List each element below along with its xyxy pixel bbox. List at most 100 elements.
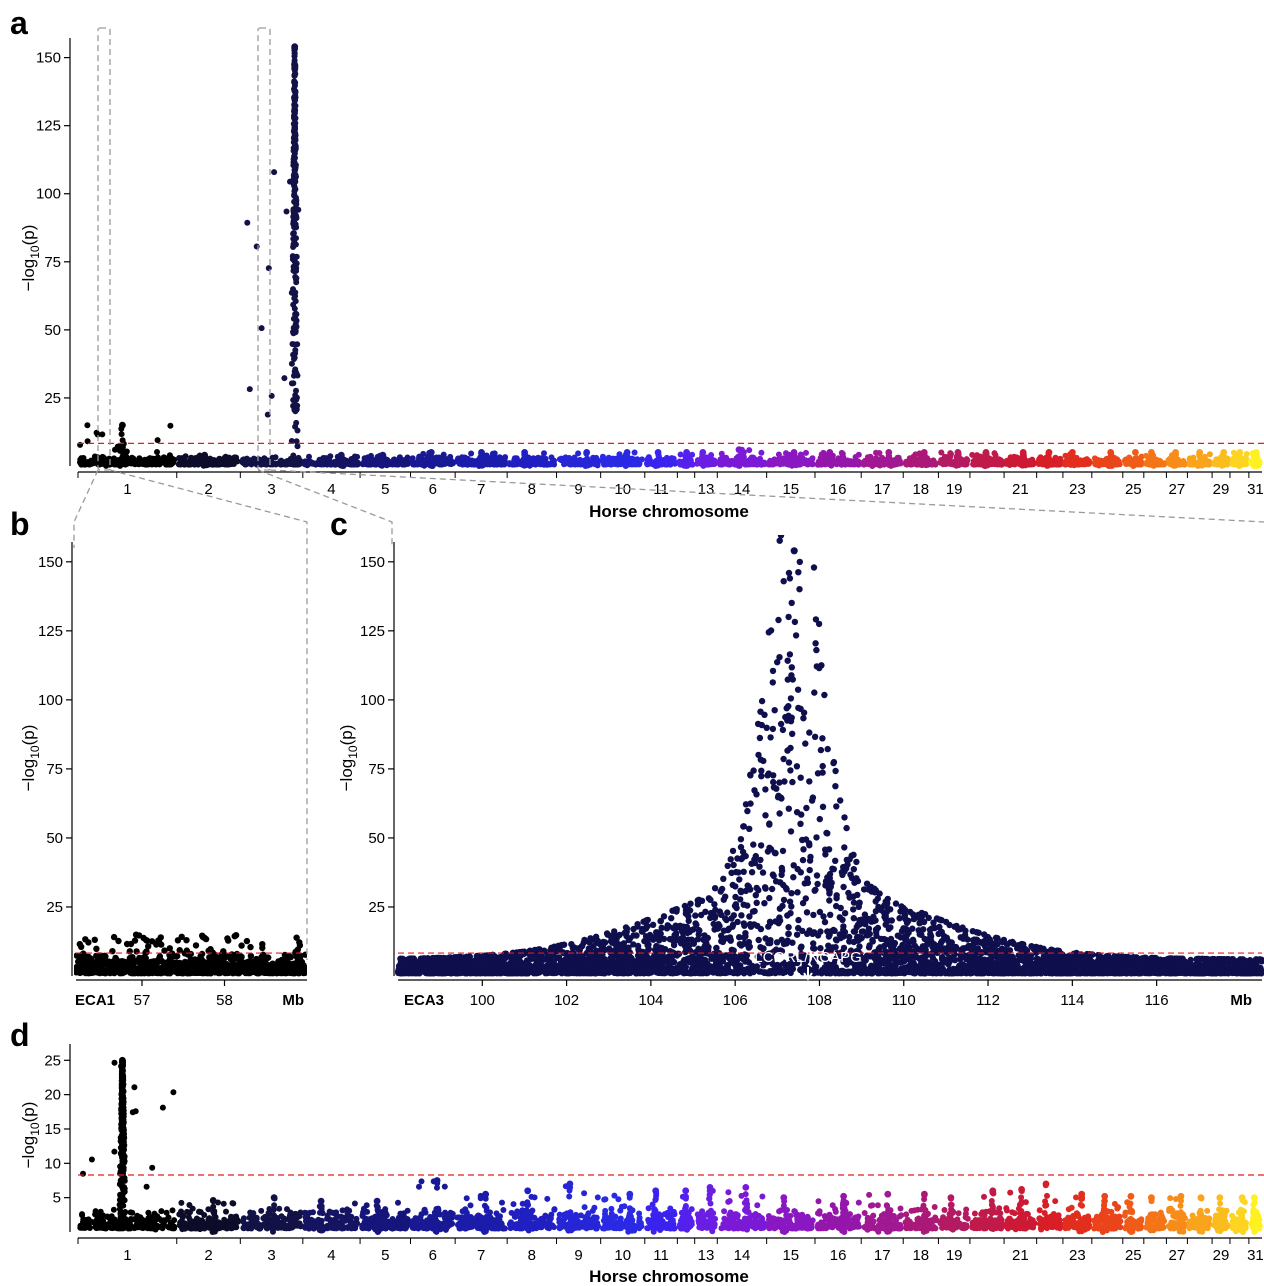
- point: [1013, 458, 1020, 465]
- point: [221, 454, 228, 461]
- point: [115, 937, 122, 945]
- point: [258, 954, 265, 961]
- point: [296, 939, 303, 946]
- point: [282, 960, 289, 967]
- point: [250, 968, 258, 975]
- chromosome-4-points: [301, 451, 361, 469]
- point: [140, 967, 147, 974]
- point: [85, 939, 92, 946]
- point: [844, 460, 851, 467]
- point: [758, 449, 765, 456]
- peak-point: [1196, 449, 1204, 456]
- point: [410, 460, 416, 467]
- point: [818, 461, 825, 468]
- point: [810, 911, 817, 919]
- point: [291, 970, 298, 977]
- point: [541, 450, 547, 457]
- point: [291, 212, 298, 219]
- point: [1171, 459, 1178, 465]
- chromosome-3-points: [239, 43, 304, 468]
- point: [289, 341, 296, 347]
- point: [689, 451, 696, 458]
- point: [183, 937, 190, 944]
- point: [1196, 459, 1203, 466]
- point: [78, 943, 85, 950]
- point: [855, 451, 862, 458]
- point: [683, 458, 690, 464]
- point: [1092, 461, 1099, 468]
- point: [1062, 452, 1069, 459]
- point: [990, 460, 997, 466]
- point: [132, 931, 140, 938]
- point: [791, 456, 797, 463]
- chromosome-22-points: [1035, 449, 1064, 469]
- point: [793, 763, 801, 770]
- point: [291, 66, 298, 73]
- point: [892, 900, 900, 907]
- point: [243, 937, 251, 945]
- point: [305, 461, 311, 468]
- point: [230, 960, 237, 968]
- point: [93, 952, 100, 960]
- point: [191, 964, 198, 972]
- point: [293, 387, 299, 394]
- point: [226, 454, 233, 461]
- point: [292, 163, 299, 170]
- point: [264, 411, 271, 418]
- point: [296, 461, 302, 468]
- point: [1123, 459, 1130, 466]
- point: [226, 461, 233, 468]
- point: [77, 441, 84, 448]
- point: [971, 460, 978, 467]
- point: [647, 459, 654, 466]
- point: [185, 461, 192, 468]
- chromosome-27-points: [1165, 449, 1189, 469]
- point: [953, 461, 960, 467]
- chromosome-31-points: [1247, 449, 1263, 469]
- point: [251, 456, 258, 463]
- point: [880, 461, 887, 468]
- point: [221, 953, 228, 960]
- point: [290, 120, 297, 127]
- point: [296, 956, 303, 963]
- point: [630, 459, 637, 466]
- point: [920, 457, 927, 464]
- point: [283, 208, 290, 215]
- point: [290, 457, 297, 463]
- point: [293, 267, 300, 274]
- point: [363, 459, 370, 466]
- point: [850, 906, 857, 913]
- point: [1238, 461, 1245, 468]
- point: [805, 458, 812, 465]
- point: [806, 866, 813, 874]
- point: [169, 950, 176, 957]
- point: [767, 734, 774, 741]
- panel-c-points: [395, 535, 1264, 977]
- chromosome-21-points: [1003, 449, 1038, 469]
- point: [117, 458, 124, 465]
- point: [1075, 461, 1082, 468]
- point: [80, 950, 87, 957]
- point: [291, 53, 298, 59]
- point: [428, 456, 435, 463]
- point: [522, 459, 529, 466]
- point: [84, 422, 91, 429]
- point: [776, 458, 783, 465]
- point: [1047, 461, 1054, 467]
- point: [752, 456, 759, 463]
- point: [213, 965, 220, 972]
- peak-point: [623, 449, 631, 456]
- point: [800, 709, 808, 716]
- point: [590, 459, 597, 466]
- point: [291, 295, 298, 302]
- point: [99, 431, 106, 438]
- point: [78, 959, 85, 967]
- chromosome-30-points: [1229, 449, 1250, 469]
- point: [502, 454, 509, 461]
- chromosome-11-points: [644, 449, 678, 469]
- point: [259, 944, 266, 952]
- point: [174, 937, 182, 944]
- peak-point: [699, 449, 707, 456]
- point: [291, 256, 298, 263]
- point: [126, 959, 133, 967]
